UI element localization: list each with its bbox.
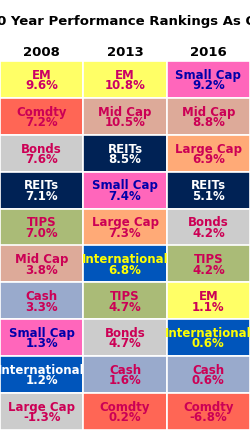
Bar xyxy=(167,393,250,430)
Text: 6.8%: 6.8% xyxy=(108,263,142,276)
Text: Bonds: Bonds xyxy=(188,216,229,229)
Text: 8.8%: 8.8% xyxy=(192,116,225,129)
Text: 0.6%: 0.6% xyxy=(192,373,225,387)
Bar xyxy=(0,172,83,209)
Bar xyxy=(83,319,167,356)
Bar xyxy=(83,283,167,319)
Text: REITs: REITs xyxy=(24,179,59,192)
Text: Small Cap: Small Cap xyxy=(176,69,241,82)
Text: -1.3%: -1.3% xyxy=(23,410,60,423)
Text: EM: EM xyxy=(115,69,135,82)
Bar xyxy=(167,62,250,98)
Text: International: International xyxy=(165,326,250,339)
Text: Comdty: Comdty xyxy=(100,400,150,413)
Text: Small Cap: Small Cap xyxy=(9,326,74,339)
Bar xyxy=(167,98,250,135)
Text: Cash: Cash xyxy=(26,289,58,302)
Bar xyxy=(83,209,167,246)
Text: Cash: Cash xyxy=(192,363,224,376)
Bar xyxy=(0,283,83,319)
Text: REITs: REITs xyxy=(191,179,226,192)
Bar xyxy=(167,172,250,209)
Text: TIPS: TIPS xyxy=(27,216,56,229)
Text: 7.2%: 7.2% xyxy=(25,116,58,129)
Bar xyxy=(0,98,83,135)
Text: 4.7%: 4.7% xyxy=(108,337,142,350)
Text: International: International xyxy=(0,363,85,376)
Text: 2016: 2016 xyxy=(190,46,227,58)
Bar xyxy=(167,209,250,246)
Bar xyxy=(83,356,167,393)
Text: 7.4%: 7.4% xyxy=(108,189,142,203)
Text: 4.2%: 4.2% xyxy=(192,226,225,239)
Text: 7.1%: 7.1% xyxy=(25,189,58,203)
Text: 1.3%: 1.3% xyxy=(25,337,58,350)
Text: 1.6%: 1.6% xyxy=(108,373,142,387)
Text: Large Cap: Large Cap xyxy=(175,142,242,155)
Text: EM: EM xyxy=(198,289,218,302)
Bar xyxy=(167,246,250,283)
Text: Bonds: Bonds xyxy=(104,326,146,339)
Text: 9.2%: 9.2% xyxy=(192,79,225,92)
Bar xyxy=(83,393,167,430)
Text: 7.3%: 7.3% xyxy=(109,226,141,239)
Text: Mid Cap: Mid Cap xyxy=(98,105,152,118)
Text: Bonds: Bonds xyxy=(21,142,62,155)
Text: Large Cap: Large Cap xyxy=(8,400,75,413)
Text: 3.3%: 3.3% xyxy=(25,300,58,313)
Bar xyxy=(0,319,83,356)
Bar xyxy=(167,356,250,393)
Text: 1.2%: 1.2% xyxy=(25,373,58,387)
Text: 7.6%: 7.6% xyxy=(25,153,58,166)
Bar xyxy=(83,135,167,172)
Text: 10.5%: 10.5% xyxy=(104,116,146,129)
Bar xyxy=(167,283,250,319)
Text: Mid Cap: Mid Cap xyxy=(182,105,235,118)
Text: TIPS: TIPS xyxy=(194,253,223,266)
Bar xyxy=(0,393,83,430)
Text: Cash: Cash xyxy=(109,363,141,376)
Bar xyxy=(0,135,83,172)
Bar xyxy=(83,172,167,209)
Text: 2013: 2013 xyxy=(106,46,144,58)
Text: 10 Year Performance Rankings As Of: 10 Year Performance Rankings As Of xyxy=(0,15,250,28)
Bar xyxy=(83,98,167,135)
Text: International: International xyxy=(82,253,168,266)
Text: 7.0%: 7.0% xyxy=(25,226,58,239)
Text: Mid Cap: Mid Cap xyxy=(15,253,68,266)
Text: 5.1%: 5.1% xyxy=(192,189,225,203)
Bar xyxy=(0,356,83,393)
Text: 10.8%: 10.8% xyxy=(104,79,146,92)
Text: Large Cap: Large Cap xyxy=(92,216,158,229)
Bar xyxy=(83,246,167,283)
Bar xyxy=(83,62,167,98)
Bar xyxy=(0,209,83,246)
Bar xyxy=(167,319,250,356)
Text: Small Cap: Small Cap xyxy=(92,179,158,192)
Text: 6.9%: 6.9% xyxy=(192,153,225,166)
Text: EM: EM xyxy=(32,69,52,82)
Text: 1.1%: 1.1% xyxy=(192,300,225,313)
Text: Comdty: Comdty xyxy=(16,105,67,118)
Text: 8.5%: 8.5% xyxy=(108,153,142,166)
Text: Comdty: Comdty xyxy=(183,400,234,413)
Text: 9.6%: 9.6% xyxy=(25,79,58,92)
Text: TIPS: TIPS xyxy=(110,289,140,302)
Text: REITs: REITs xyxy=(108,142,142,155)
Text: 3.8%: 3.8% xyxy=(25,263,58,276)
Text: -6.8%: -6.8% xyxy=(190,410,227,423)
Bar xyxy=(0,62,83,98)
Text: 2008: 2008 xyxy=(23,46,60,58)
Text: 4.2%: 4.2% xyxy=(192,263,225,276)
Bar xyxy=(167,135,250,172)
Text: 4.7%: 4.7% xyxy=(108,300,142,313)
Bar xyxy=(0,246,83,283)
Text: 0.6%: 0.6% xyxy=(192,337,225,350)
Text: 0.2%: 0.2% xyxy=(109,410,141,423)
